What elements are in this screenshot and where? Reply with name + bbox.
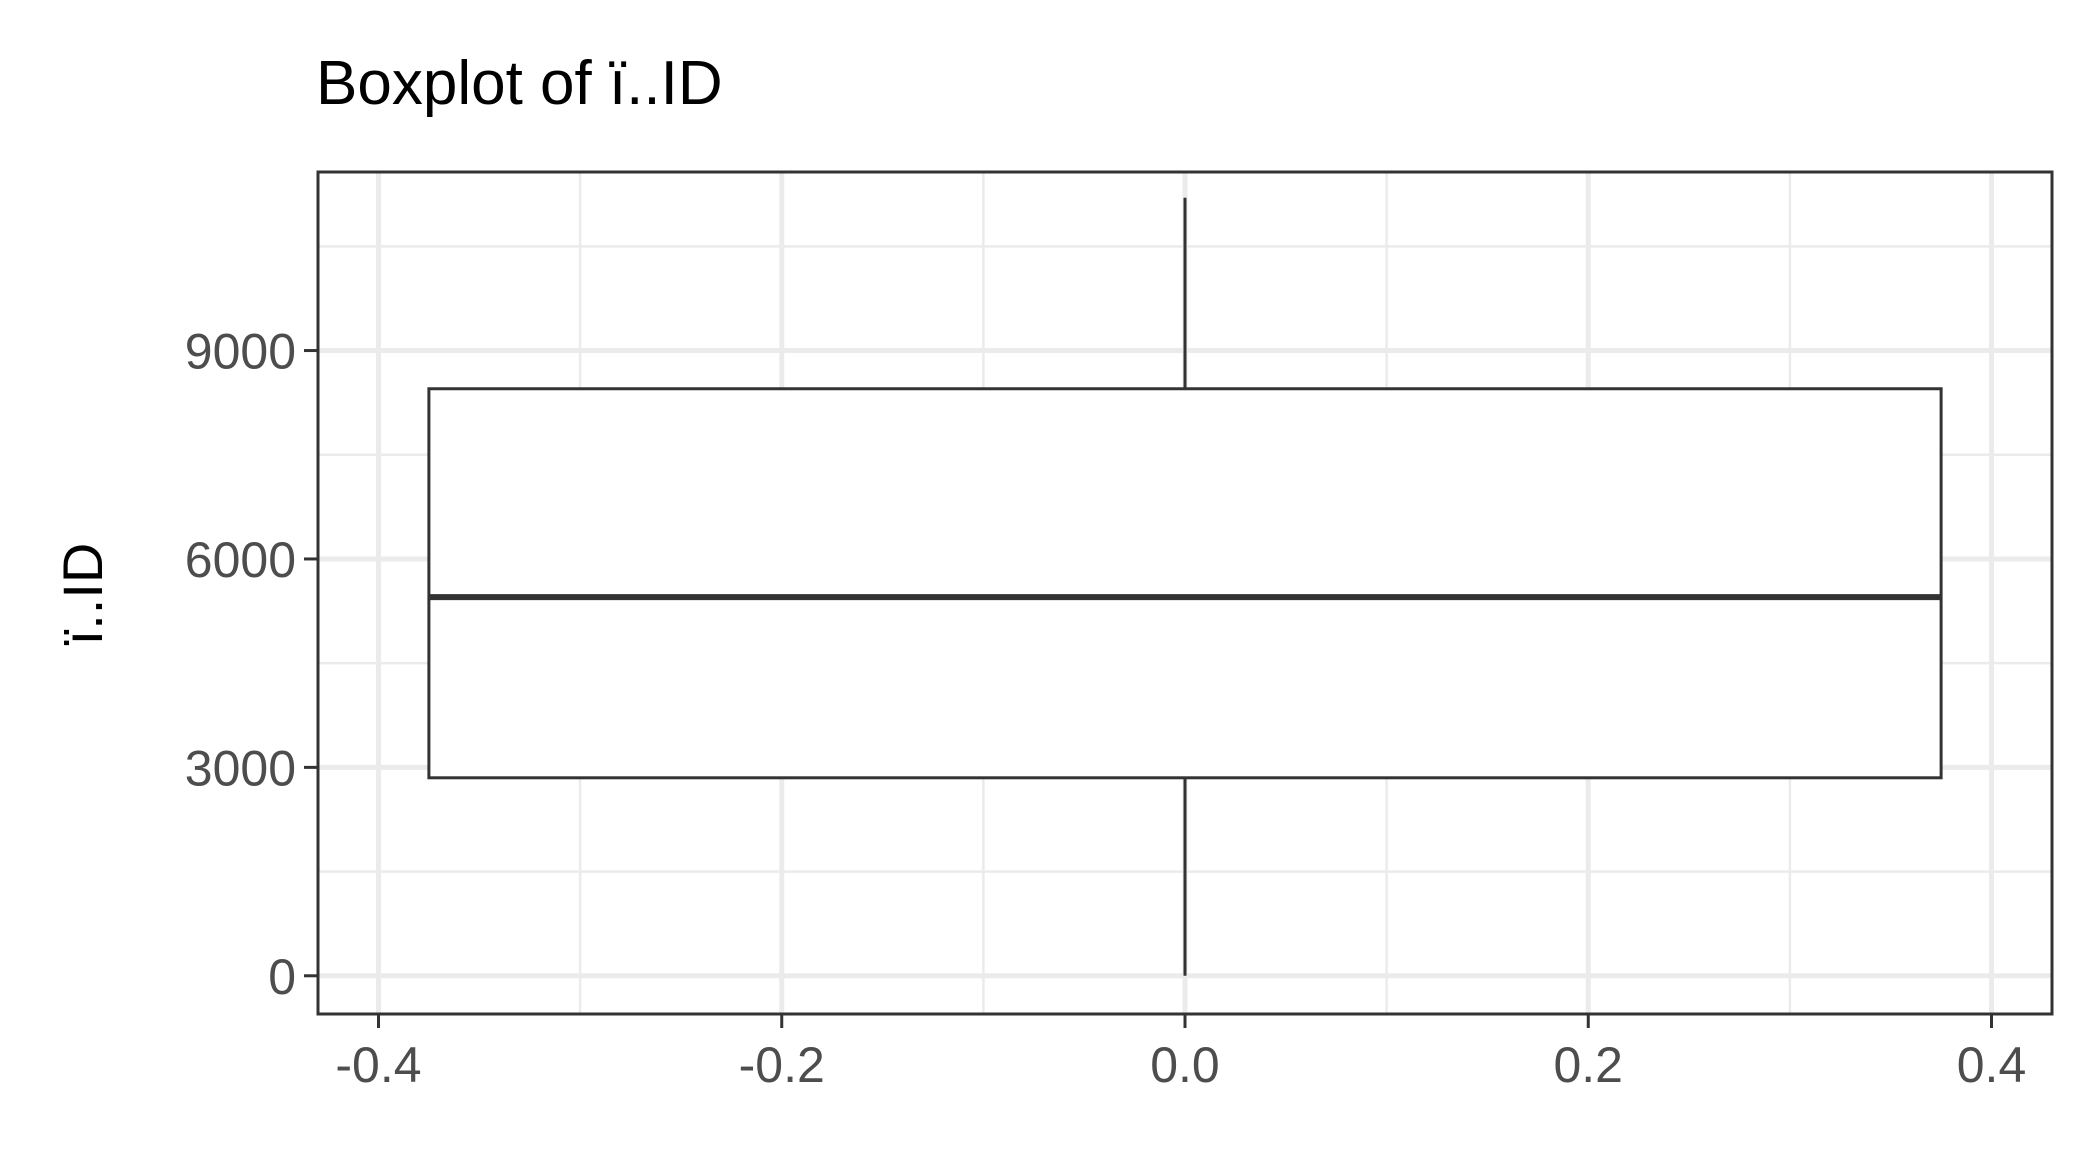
chart-title: Boxplot of ï..ID	[316, 49, 723, 118]
y-tick-label: 6000	[185, 532, 296, 588]
interquartile-box	[427, 387, 1943, 780]
y-tick-label: 3000	[185, 740, 296, 796]
axis-layer: -0.4 -0.2 0.0 0.2 0.4 0 3000 6000 9000	[185, 324, 2027, 1093]
x-tick-label: -0.4	[335, 1037, 421, 1093]
x-tick-label: 0.2	[1553, 1037, 1623, 1093]
x-tick-label: -0.2	[739, 1037, 825, 1093]
box-layer	[427, 197, 1943, 976]
x-tick-label: 0.4	[1957, 1037, 2027, 1093]
y-tick-label: 0	[268, 949, 296, 1005]
x-tick-label: 0.0	[1150, 1037, 1220, 1093]
y-axis-title: ï..ID	[51, 543, 114, 646]
y-tick-label: 9000	[185, 324, 296, 380]
